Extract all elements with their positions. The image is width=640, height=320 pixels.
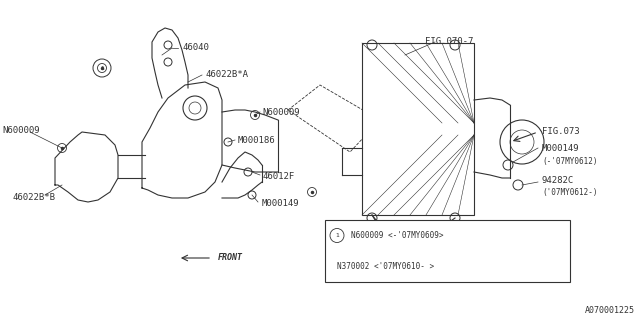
Text: N600009: N600009 (262, 108, 300, 116)
Text: 1: 1 (100, 66, 104, 70)
Text: FRONT: FRONT (218, 253, 243, 262)
Text: M000149: M000149 (542, 143, 580, 153)
Text: ('07MY0612-): ('07MY0612-) (542, 188, 598, 197)
Bar (325, 220, 570, 282)
Text: 46022B*B: 46022B*B (12, 193, 55, 202)
Text: M000149: M000149 (262, 198, 300, 207)
Text: 94282C: 94282C (542, 175, 574, 185)
Text: N600009 <-'07MY0609>: N600009 <-'07MY0609> (351, 231, 444, 240)
Text: 46012F: 46012F (262, 172, 294, 180)
Text: FIG.070-7: FIG.070-7 (425, 36, 474, 45)
Text: 46040: 46040 (182, 43, 209, 52)
Text: A070001225: A070001225 (585, 306, 635, 315)
Text: FIG.073: FIG.073 (542, 126, 580, 135)
Text: N600009: N600009 (2, 125, 40, 134)
Text: N370002 <'07MY0610- >: N370002 <'07MY0610- > (337, 262, 434, 271)
Text: 46022B*A: 46022B*A (205, 69, 248, 78)
Text: M000186: M000186 (238, 135, 276, 145)
Bar (362, 43, 474, 215)
Text: 1: 1 (335, 233, 339, 238)
Text: (-'07MY0612): (-'07MY0612) (542, 156, 598, 165)
